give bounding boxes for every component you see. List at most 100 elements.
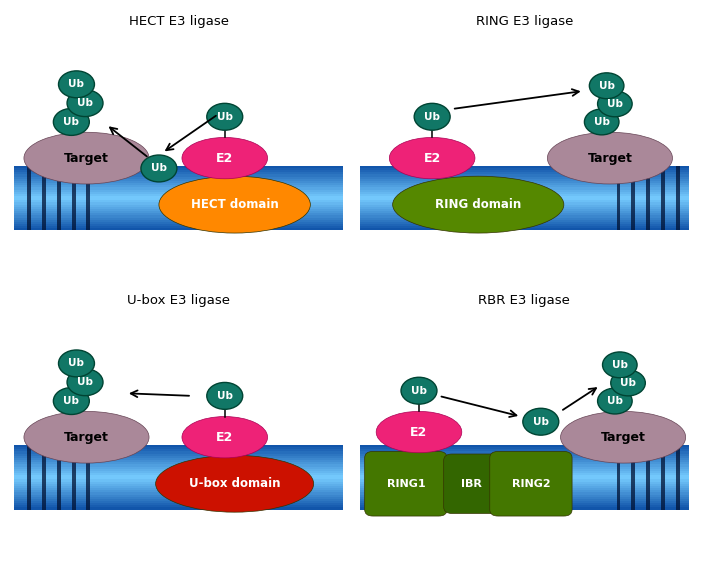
Bar xyxy=(57,445,60,510)
Bar xyxy=(631,445,636,510)
Bar xyxy=(14,464,343,466)
Bar xyxy=(14,224,343,226)
Bar xyxy=(360,207,689,209)
Bar xyxy=(360,177,689,179)
Bar xyxy=(14,196,343,198)
Title: RBR E3 ligase: RBR E3 ligase xyxy=(479,294,570,307)
Bar xyxy=(14,503,343,505)
Text: Ub: Ub xyxy=(63,396,79,406)
Bar xyxy=(14,462,343,464)
Ellipse shape xyxy=(67,90,103,117)
Bar xyxy=(42,445,46,510)
Text: Target: Target xyxy=(600,431,645,444)
Text: HECT domain: HECT domain xyxy=(191,198,278,211)
Bar xyxy=(14,177,343,179)
Bar xyxy=(14,172,343,175)
Text: U-box domain: U-box domain xyxy=(189,477,280,490)
Text: Ub: Ub xyxy=(77,98,93,108)
Text: Target: Target xyxy=(64,151,109,165)
Bar xyxy=(360,226,689,228)
Bar xyxy=(360,481,689,484)
Bar xyxy=(14,499,343,501)
Bar xyxy=(676,166,680,231)
Ellipse shape xyxy=(376,412,462,453)
Bar xyxy=(646,166,650,231)
Bar xyxy=(360,183,689,186)
Title: U-box E3 ligase: U-box E3 ligase xyxy=(127,294,230,307)
Bar xyxy=(360,187,689,190)
Bar xyxy=(360,464,689,466)
Ellipse shape xyxy=(611,370,645,396)
Bar xyxy=(360,220,689,222)
Ellipse shape xyxy=(53,388,89,414)
Bar xyxy=(14,181,343,183)
Bar xyxy=(360,213,689,216)
Text: Ub: Ub xyxy=(607,396,623,406)
Bar xyxy=(360,505,689,507)
Bar xyxy=(360,473,689,475)
Bar xyxy=(14,170,343,172)
Bar xyxy=(14,211,343,213)
Bar xyxy=(14,190,343,192)
Bar xyxy=(14,473,343,475)
Bar xyxy=(360,460,689,462)
Ellipse shape xyxy=(67,369,103,396)
Bar xyxy=(661,445,665,510)
Bar xyxy=(360,175,689,177)
Bar xyxy=(360,166,689,168)
Bar xyxy=(14,507,343,510)
Bar xyxy=(360,209,689,211)
Bar xyxy=(14,490,343,492)
Bar xyxy=(14,505,343,507)
Bar xyxy=(14,183,343,186)
Bar xyxy=(14,175,343,177)
Bar xyxy=(14,205,343,207)
Bar xyxy=(360,503,689,505)
Text: Ub: Ub xyxy=(612,360,628,370)
Bar xyxy=(360,170,689,172)
Ellipse shape xyxy=(389,138,475,179)
Ellipse shape xyxy=(401,377,437,404)
Ellipse shape xyxy=(598,91,632,117)
Bar xyxy=(86,445,91,510)
Bar xyxy=(14,458,343,460)
Text: Ub: Ub xyxy=(77,377,93,387)
Bar xyxy=(14,495,343,497)
Bar xyxy=(14,207,343,209)
Text: RING1: RING1 xyxy=(387,479,425,489)
Bar xyxy=(360,194,689,196)
Bar xyxy=(360,445,689,447)
Bar xyxy=(360,447,689,449)
Bar xyxy=(14,213,343,216)
Bar xyxy=(14,471,343,473)
Bar xyxy=(14,209,343,211)
Text: Target: Target xyxy=(588,151,633,165)
FancyBboxPatch shape xyxy=(365,451,447,516)
Bar xyxy=(14,194,343,196)
Bar xyxy=(360,205,689,207)
Text: Ub: Ub xyxy=(217,112,233,122)
Ellipse shape xyxy=(182,138,268,179)
Bar xyxy=(14,187,343,190)
Ellipse shape xyxy=(141,155,177,182)
Bar xyxy=(72,445,76,510)
Bar xyxy=(360,449,689,451)
Ellipse shape xyxy=(58,71,94,98)
Ellipse shape xyxy=(207,383,243,409)
Text: Ub: Ub xyxy=(411,386,427,396)
Bar xyxy=(360,217,689,220)
Text: Ub: Ub xyxy=(599,81,614,91)
Text: Ub: Ub xyxy=(151,164,167,173)
Ellipse shape xyxy=(589,73,624,99)
Ellipse shape xyxy=(584,109,619,135)
Ellipse shape xyxy=(159,176,310,233)
Text: Ub: Ub xyxy=(607,99,623,109)
Text: Ub: Ub xyxy=(217,391,233,401)
Ellipse shape xyxy=(560,412,685,463)
Bar xyxy=(14,466,343,469)
Text: RING2: RING2 xyxy=(512,479,550,489)
Bar xyxy=(360,501,689,503)
Bar xyxy=(617,445,621,510)
Bar xyxy=(14,501,343,503)
Bar xyxy=(14,226,343,228)
